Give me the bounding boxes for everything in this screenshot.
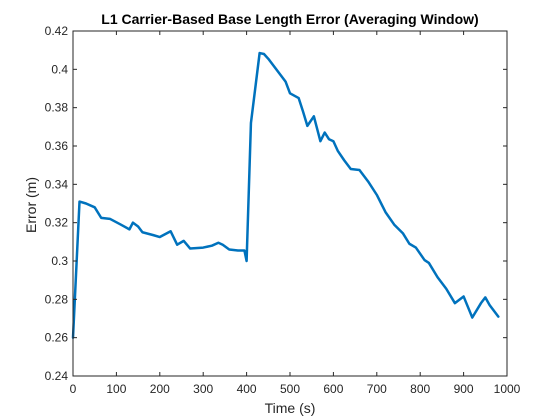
series-line (71, 51, 500, 339)
x-tick-label: 700 (367, 382, 387, 396)
x-tick-label: 1000 (494, 382, 521, 396)
x-tick-label: 100 (106, 382, 126, 396)
x-tick-label: 500 (280, 382, 300, 396)
y-tick-label: 0.28 (45, 292, 69, 306)
y-tick-label: 0.26 (45, 331, 69, 345)
y-tick-label: 0.36 (45, 139, 69, 153)
x-tick-label: 800 (410, 382, 430, 396)
chart-title: L1 Carrier-Based Base Length Error (Aver… (101, 11, 478, 27)
x-tick-label: 0 (70, 382, 77, 396)
y-tick-label: 0.42 (45, 24, 69, 38)
x-tick-label: 200 (150, 382, 170, 396)
y-tick-label: 0.32 (45, 216, 69, 230)
plot-background (73, 31, 507, 376)
y-tick-label: 0.34 (45, 177, 69, 191)
plot-area: 0 100 200 300 400 500 600 700 800 900 1000 0.24 0.26… (45, 24, 521, 396)
x-tick-label: 600 (323, 382, 343, 396)
x-tick-label: 400 (237, 382, 257, 396)
x-tick-label: 300 (193, 382, 213, 396)
y-axis-label: Error (m) (23, 177, 39, 233)
x-axis-label: Time (s) (265, 400, 316, 416)
y-tick-label: 0.3 (51, 254, 68, 268)
y-tick-label: 0.4 (51, 62, 68, 76)
y-tick-label: 0.38 (45, 101, 69, 115)
x-tick-label: 900 (454, 382, 474, 396)
y-tick-label: 0.24 (45, 369, 69, 383)
